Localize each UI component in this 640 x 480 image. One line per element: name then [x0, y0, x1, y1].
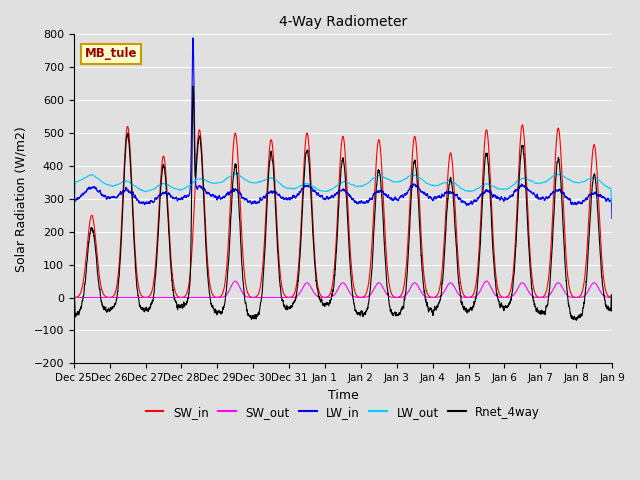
SW_in [70, 295, 77, 300]
Rnet_4way [494, 296, 502, 302]
LW_in [70, 216, 77, 221]
LW_in [494, 195, 502, 201]
SW_out [166, 295, 174, 300]
LW_out [608, 199, 616, 205]
LW_out [553, 171, 561, 177]
Rnet_4way [573, 317, 580, 323]
SW_out [323, 295, 330, 300]
SW_in [608, 295, 616, 300]
LW_in [607, 197, 615, 203]
LW_out [434, 183, 442, 189]
Legend: SW_in, SW_out, LW_in, LW_out, Rnet_4way: SW_in, SW_out, LW_in, LW_out, Rnet_4way [141, 401, 545, 423]
LW_in [608, 216, 616, 221]
SW_out [463, 295, 471, 300]
SW_out [434, 294, 442, 300]
X-axis label: Time: Time [328, 389, 358, 402]
Y-axis label: Solar Radiation (W/m2): Solar Radiation (W/m2) [15, 126, 28, 272]
SW_in [494, 287, 502, 292]
SW_out [607, 295, 615, 300]
SW_in [166, 249, 174, 254]
Line: LW_in: LW_in [74, 38, 612, 218]
LW_out [166, 184, 174, 190]
SW_in [323, 294, 330, 300]
LW_out [607, 199, 615, 205]
SW_in [607, 295, 615, 300]
Rnet_4way [434, 304, 442, 310]
SW_out [70, 295, 77, 300]
SW_out [483, 278, 490, 284]
LW_out [463, 188, 471, 194]
LW_in [434, 194, 442, 200]
Line: SW_in: SW_in [74, 125, 612, 298]
Text: MB_tule: MB_tule [84, 48, 137, 60]
LW_in [166, 193, 174, 199]
Title: 4-Way Radiometer: 4-Way Radiometer [279, 15, 407, 29]
Line: SW_out: SW_out [74, 281, 612, 298]
Line: Rnet_4way: Rnet_4way [74, 86, 612, 320]
Rnet_4way [70, 305, 77, 311]
Line: LW_out: LW_out [74, 174, 612, 202]
SW_out [494, 294, 502, 300]
Rnet_4way [608, 306, 616, 312]
SW_out [608, 295, 616, 300]
Rnet_4way [323, 300, 331, 305]
LW_in [189, 35, 197, 41]
Rnet_4way [608, 292, 616, 298]
Rnet_4way [166, 258, 174, 264]
LW_out [70, 199, 77, 205]
SW_in [518, 122, 526, 128]
LW_out [494, 186, 502, 192]
Rnet_4way [463, 307, 471, 313]
Rnet_4way [189, 84, 197, 89]
LW_out [323, 189, 330, 194]
LW_in [323, 194, 331, 200]
SW_in [463, 294, 471, 300]
SW_in [434, 292, 442, 298]
LW_in [463, 201, 471, 206]
